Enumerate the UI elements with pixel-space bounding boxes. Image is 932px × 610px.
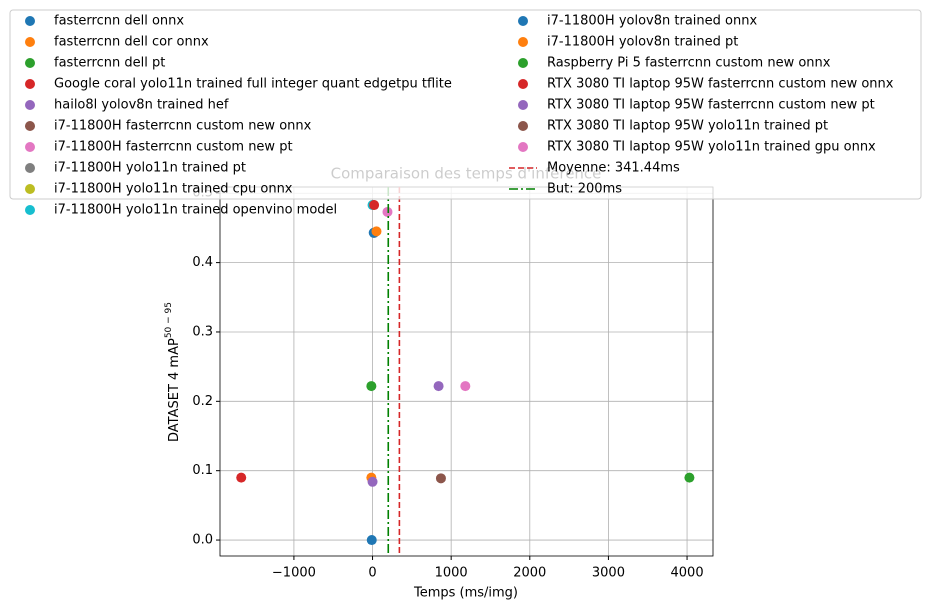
legend-label: i7-11800H yolov8n trained pt [547, 35, 738, 50]
legend-label: hailo8l yolov8n trained hef [54, 98, 229, 113]
y-tick-label: 0.0 [192, 533, 213, 548]
x-axis-label: Temps (ms/img) [413, 586, 518, 601]
legend-label: RTX 3080 TI laptop 95W fasterrcnn custom… [547, 77, 894, 92]
legend-box [9, 9, 922, 200]
legend-marker [518, 16, 528, 26]
legend-label: i7-11800H yolo11n trained openvino model [54, 203, 337, 218]
y-tick-label: 0.1 [192, 463, 213, 478]
legend-marker [25, 100, 35, 110]
y-tick-label: 0.3 [192, 324, 213, 339]
x-tick-label: 0 [368, 566, 376, 581]
legend-label: i7-11800H fasterrcnn custom new pt [54, 140, 293, 155]
y-label-superscript: 50 − 95 [164, 302, 174, 338]
y-axis-label: DATASET 4 mAP50 − 95 [164, 302, 182, 442]
y-label-main: DATASET 4 mAP [167, 338, 182, 442]
legend-marker [518, 79, 528, 89]
legend-marker [518, 121, 528, 131]
point [371, 226, 382, 237]
point [433, 381, 444, 392]
legend-label: Raspberry Pi 5 fasterrcnn custom new onn… [547, 56, 831, 71]
legend-label: fasterrcnn dell onnx [54, 14, 184, 29]
legend-label: i7-11800H yolo11n trained cpu onnx [54, 182, 293, 197]
y-tick-label: 0.4 [192, 255, 213, 270]
point [684, 472, 695, 483]
legend-label: fasterrcnn dell pt [54, 56, 165, 71]
x-tick-label: −1000 [272, 566, 316, 581]
point [460, 381, 471, 392]
legend-label: Google coral yolo11n trained full intege… [54, 77, 452, 92]
legend-marker [518, 58, 528, 68]
point [236, 472, 247, 483]
x-tick-label: 1000 [435, 566, 468, 581]
point [366, 535, 377, 546]
legend-marker [25, 184, 35, 194]
legend-label: RTX 3080 TI laptop 95W fasterrcnn custom… [547, 98, 875, 113]
legend-marker [25, 142, 35, 152]
legend-marker [518, 37, 528, 47]
y-tick-label: 0.2 [192, 394, 213, 409]
legend: fasterrcnn dell onnx fasterrcnn dell cor … [9, 9, 922, 218]
legend-marker [25, 37, 35, 47]
legend-marker [25, 79, 35, 89]
legend-label: RTX 3080 TI laptop 95W yolo11n trained p… [547, 119, 828, 134]
legend-label: i7-11800H fasterrcnn custom new onnx [54, 119, 312, 134]
point [367, 476, 378, 487]
point [435, 473, 446, 484]
legend-label: i7-11800H yolov8n trained onnx [547, 14, 757, 29]
legend-marker [25, 58, 35, 68]
point [369, 200, 380, 211]
legend-label: But: 200ms [547, 182, 622, 197]
legend-marker [25, 205, 35, 215]
legend-marker [25, 121, 35, 131]
x-tick-label: 2000 [513, 566, 546, 581]
legend-label: i7-11800H yolo11n trained pt [54, 161, 246, 176]
point [366, 381, 377, 392]
legend-label: Moyenne: 341.44ms [547, 161, 680, 176]
legend-marker [518, 142, 528, 152]
legend-label: fasterrcnn dell cor onnx [54, 35, 209, 50]
legend-marker [25, 163, 35, 173]
legend-marker [518, 100, 528, 110]
legend-marker [25, 16, 35, 26]
x-tick-label: 4000 [671, 566, 704, 581]
legend-label: RTX 3080 TI laptop 95W yolo11n trained g… [547, 140, 876, 155]
x-tick-label: 3000 [592, 566, 625, 581]
